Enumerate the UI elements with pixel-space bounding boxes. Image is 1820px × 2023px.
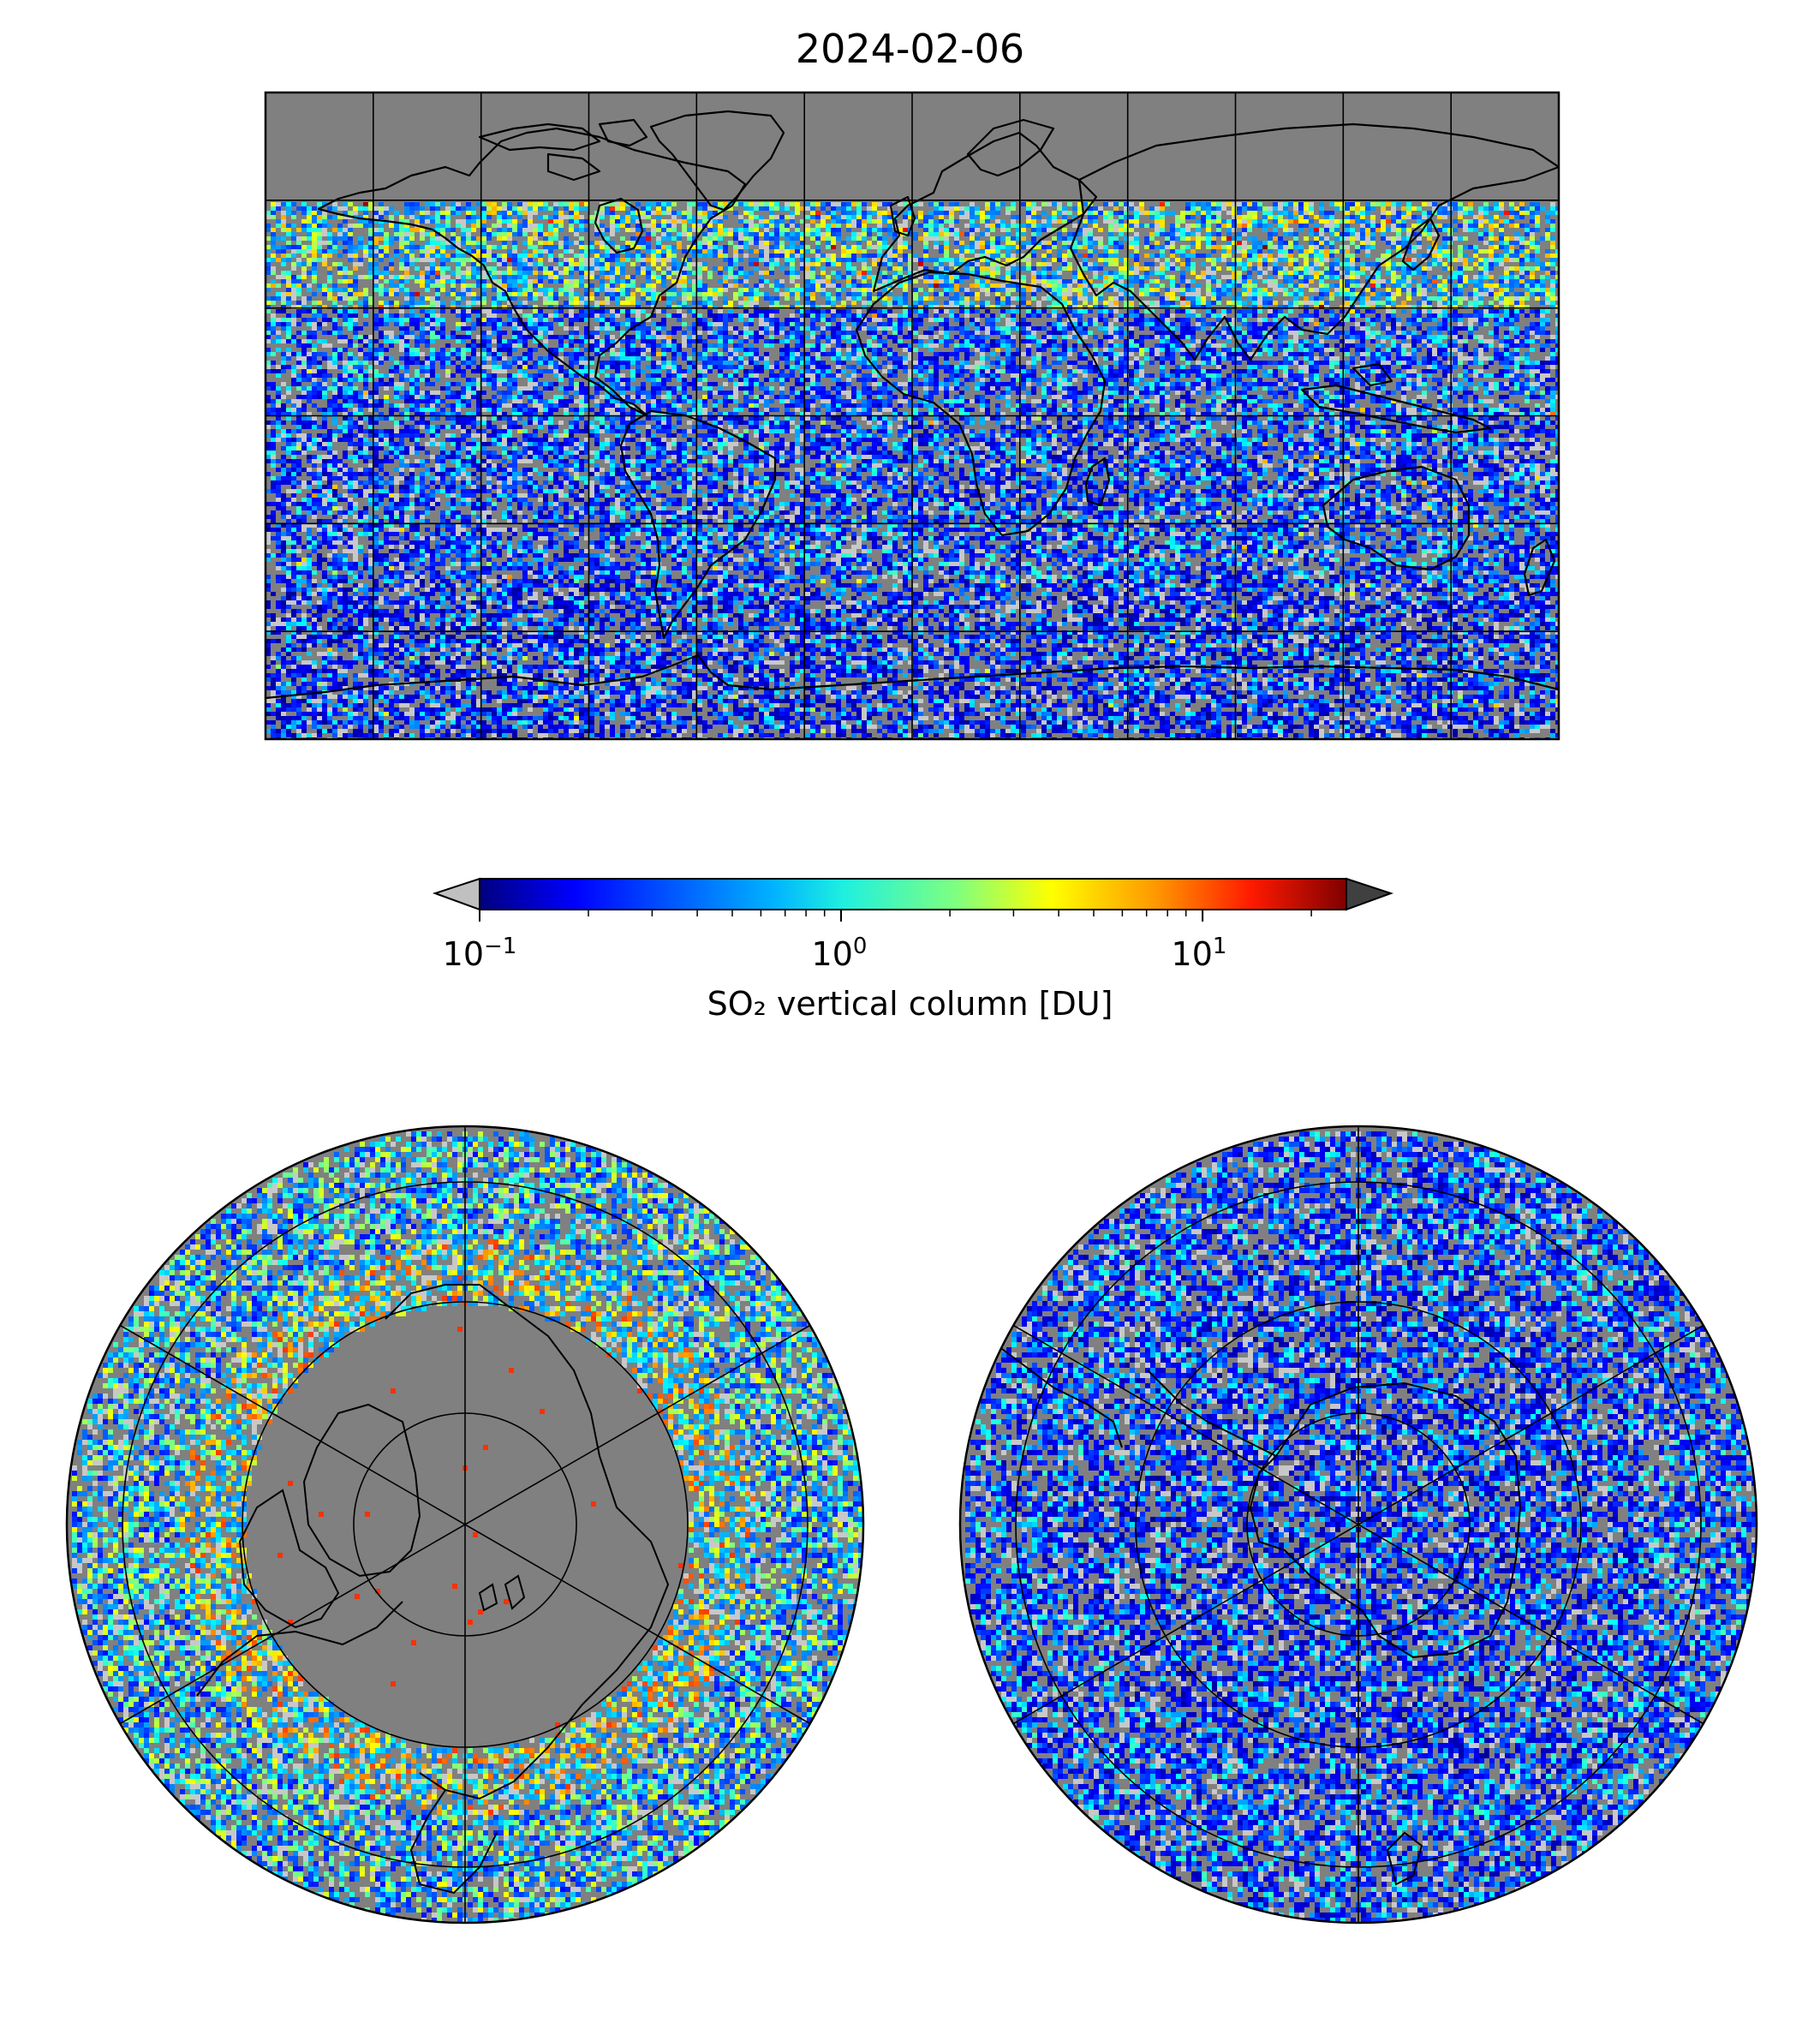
tick-exponent: 0 [853, 934, 868, 959]
figure-title: 2024-02-06 [0, 26, 1820, 72]
coastline-british-isles [889, 195, 916, 237]
colorbar-under-extension [432, 877, 480, 911]
colorbar-over-extension [1346, 877, 1394, 911]
colorbar-tick-label: 100 [812, 934, 868, 973]
south-polar-frame [958, 1125, 1758, 1925]
colorbar-frame [479, 878, 1347, 910]
colorbar-tick-label: 101 [1172, 934, 1227, 973]
coastline-south-america-polar [984, 1335, 1123, 1448]
global-map-coastlines [266, 110, 1559, 700]
global-map [264, 91, 1560, 741]
south-polar-gridlines [1012, 1126, 1704, 1923]
colorbar [432, 877, 1394, 922]
tick-base: 10 [443, 935, 484, 973]
gridline-meridian [119, 1324, 811, 1725]
south-polar-coastlines [984, 1335, 1522, 1886]
coastline-new-zealand-polar [1386, 1831, 1423, 1886]
coastline-eurasia-polar [419, 1284, 670, 1800]
coastline-japan [1401, 217, 1441, 272]
coastline-asia [1069, 122, 1559, 361]
tick-base: 10 [812, 935, 853, 973]
coastline-arctic-islands [478, 118, 648, 182]
tick-exponent: 1 [1213, 934, 1227, 959]
coastline-greenland [649, 110, 785, 212]
coastline-new-zealand [1523, 538, 1556, 597]
coastline-arctic-canada [238, 1489, 340, 1629]
south-polar-pixels [965, 1131, 1757, 1923]
colorbar-label: SO₂ vertical column [DU] [0, 985, 1820, 1023]
north-polar-map [65, 1125, 865, 1925]
coastline-africa [855, 271, 1107, 537]
coastline-madagascar [1084, 457, 1111, 507]
coastline-scandinavia [966, 118, 1055, 177]
colorbar-gradient [480, 879, 1346, 910]
coastline-australia [1322, 465, 1471, 571]
colorbar-tick-marks [479, 910, 1312, 922]
global-map-gridlines [266, 92, 1559, 739]
tick-base: 10 [1172, 935, 1213, 973]
coastline-antarctica-polar [1249, 1381, 1522, 1659]
tick-exponent: −1 [484, 934, 516, 959]
coastline-southeast-asia-islands [1300, 362, 1492, 434]
coastline-antarctic-peninsula [1147, 1370, 1277, 1457]
coastline-antarctica [266, 653, 1559, 700]
north-polar-frame [65, 1125, 865, 1925]
global-map-pixels [266, 202, 1559, 739]
coastline-greenland-polar [302, 1403, 421, 1578]
coastline-svalbard [478, 1574, 526, 1612]
coastline-alaska-polar [385, 1284, 480, 1320]
north-polar-coastlines [196, 1284, 670, 1895]
coastline-hudson-bay [594, 197, 644, 254]
coastline-south-america [619, 409, 777, 640]
global-map-frame [264, 91, 1560, 741]
north-polar-gridlines [119, 1126, 811, 1923]
south-polar-map [958, 1125, 1758, 1925]
colorbar-tick-label: 10−1 [443, 934, 517, 973]
coastline-north-america-polar [196, 1601, 403, 1697]
coastline-north-america [317, 127, 747, 417]
gridline-meridian [1012, 1324, 1704, 1725]
